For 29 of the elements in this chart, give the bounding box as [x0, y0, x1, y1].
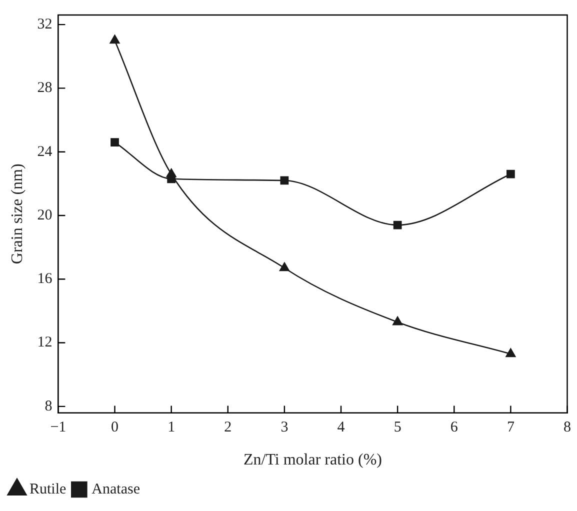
point [506, 170, 515, 178]
y-tick-label: 12 [37, 334, 52, 351]
x-tick-label: 5 [394, 420, 402, 436]
point [279, 262, 290, 272]
x-axis-title: Zn/Ti molar ratio (%) [243, 452, 382, 469]
point [506, 348, 516, 358]
y-tick-label: 20 [37, 207, 52, 224]
x-tick-label: 1 [168, 420, 176, 436]
y-tick-label: 16 [37, 271, 53, 288]
x-tick-label: 4 [337, 420, 346, 436]
y-tick-label: 32 [37, 16, 52, 32]
x-tick-label: 2 [224, 420, 232, 436]
y-tick-label: 28 [37, 80, 52, 96]
x-tick-label: 0 [111, 420, 119, 436]
point [280, 176, 289, 185]
y-tick-label: 8 [44, 398, 52, 414]
legend-label: Rutile [30, 481, 67, 498]
point [166, 168, 176, 178]
point [392, 316, 403, 326]
point [110, 138, 119, 146]
point [393, 220, 402, 230]
legend-label: Anatase [92, 481, 140, 498]
x-tick-label: 3 [280, 420, 288, 436]
x-tick-label: −1 [50, 420, 66, 436]
y-tick-label: 24 [37, 144, 53, 160]
x-tick-label: 8 [564, 420, 571, 436]
x-tick-label: 7 [506, 420, 515, 436]
y-axis-title: Grain size (nm) [8, 164, 26, 264]
x-tick-label: 6 [450, 420, 458, 436]
